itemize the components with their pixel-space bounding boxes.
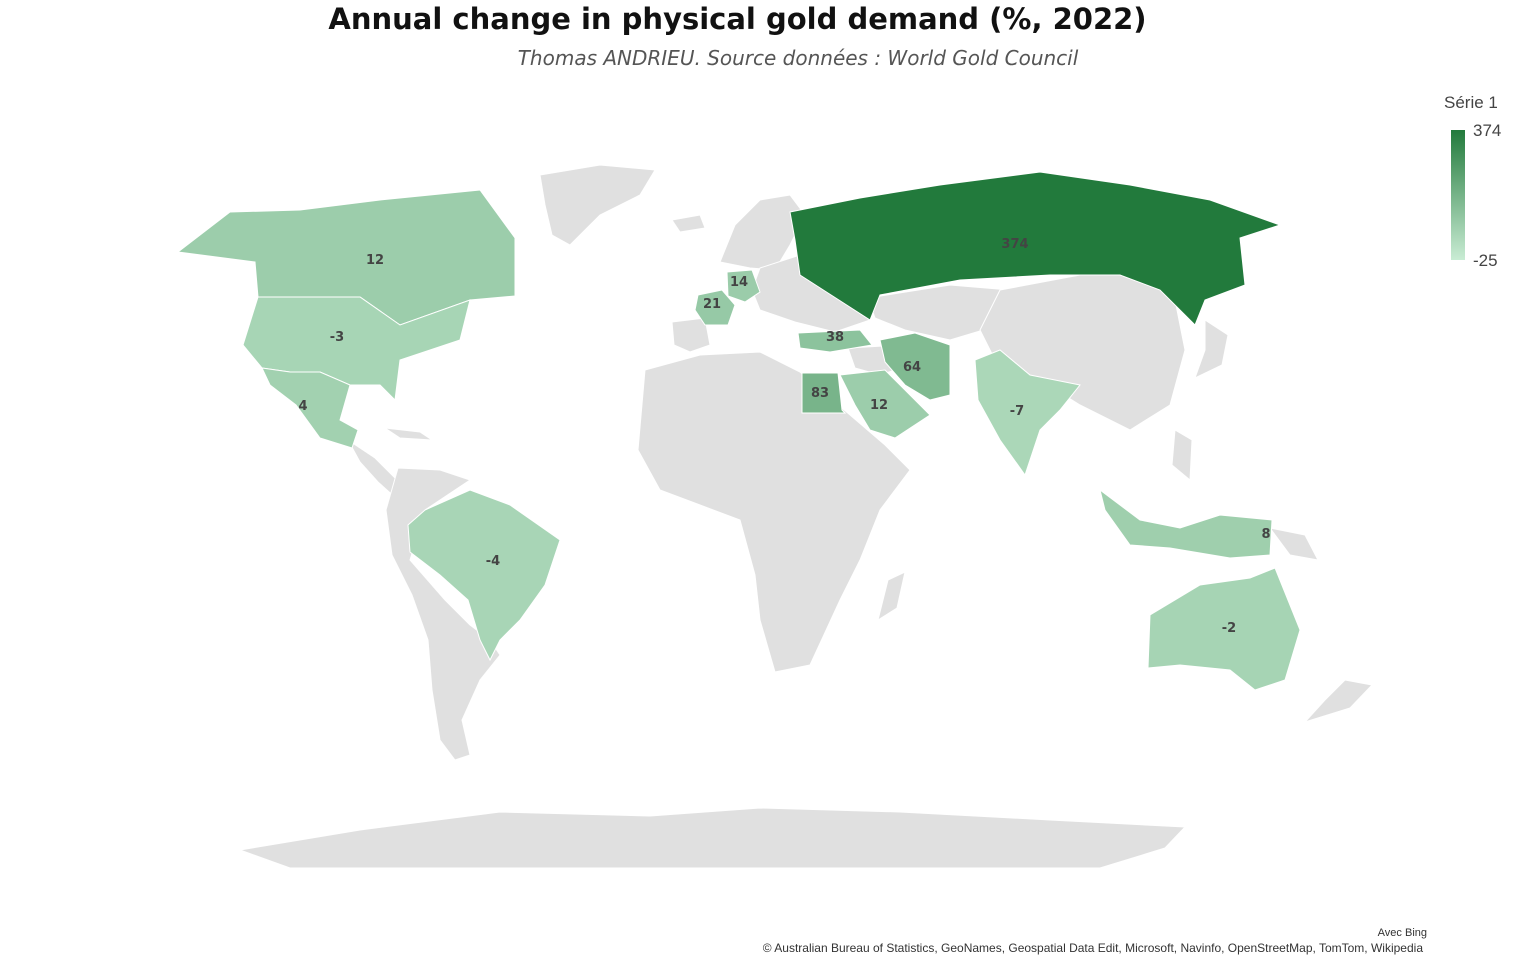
central-asia-shape [867,284,1011,341]
value-label-indonesia: 8 [1261,527,1270,542]
value-label-mexico: 4 [298,399,307,414]
japan-shape [1194,319,1229,379]
philippines-shape [1171,429,1193,482]
value-label-france: 21 [703,297,721,312]
caribbean-shape [384,427,434,441]
value-labels: 12 -3 4 -4 21 14 38 83 12 64 -7 374 -2 8 [298,237,1270,636]
value-label-canada: 12 [366,253,384,268]
chart-subtitle: Thomas ANDRIEU. Source données : World G… [517,46,1079,70]
value-label-iran: 64 [903,360,921,375]
value-label-egypt: 83 [811,386,829,401]
antarctica-shape [238,807,1187,869]
legend-min-label: -25 [1473,251,1498,270]
region-brazil [407,489,561,662]
legend-color-scale [1451,130,1465,260]
legend-max-label: 374 [1473,121,1502,140]
value-label-germany: 14 [730,275,748,290]
region-india [974,349,1081,477]
value-label-saudi-arabia: 12 [870,398,888,413]
region-germany [726,269,761,303]
value-label-australia: -2 [1222,621,1236,636]
value-label-india: -7 [1010,404,1024,419]
bing-credit: Avec Bing [1377,927,1427,939]
value-label-russia: 374 [1001,237,1028,252]
new-zealand-shape [1303,679,1374,724]
region-australia [1147,567,1301,691]
region-egypt [801,372,847,414]
value-label-united-states: -3 [330,330,344,345]
region-indonesia [1099,488,1273,559]
region-france [694,289,736,326]
chart-title: Annual change in physical gold demand (%… [328,2,1147,36]
madagascar-shape [877,571,906,622]
iceland-shape [671,214,706,233]
png-shape [1268,527,1319,561]
data-regions [176,171,1301,691]
greenland-shape [539,164,656,246]
region-turkey [797,329,873,353]
legend-title: Série 1 [1444,93,1498,112]
value-label-brazil: -4 [486,554,500,569]
region-iran [879,332,951,401]
region-russia [789,171,1282,326]
africa-shape [637,351,911,673]
map-attribution: © Australian Bureau of Statistics, GeoNa… [762,941,1423,955]
value-label-turkey: 38 [826,330,844,345]
region-mexico [261,367,359,449]
iberia-shape [671,317,711,353]
region-saudi-arabia [839,369,931,439]
